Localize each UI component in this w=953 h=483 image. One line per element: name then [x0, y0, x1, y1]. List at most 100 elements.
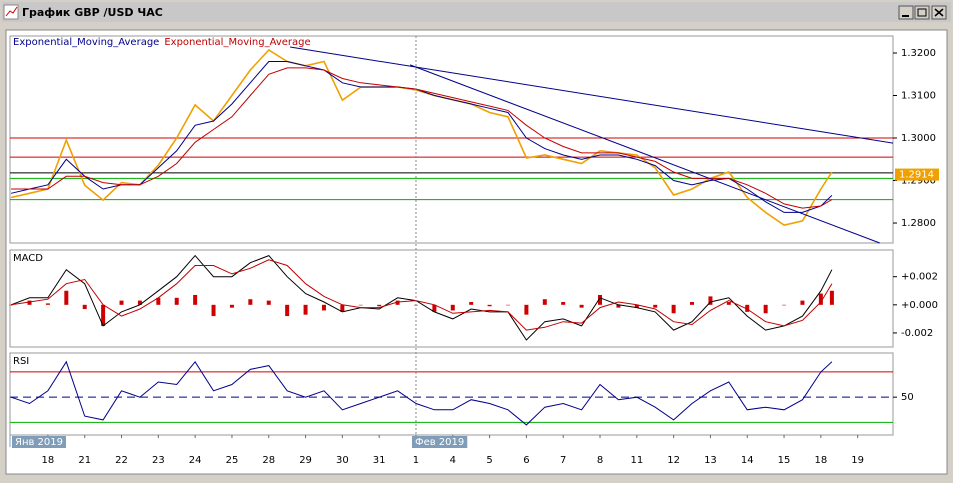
histogram-bar: [27, 300, 32, 305]
panel: [9, 35, 894, 244]
histogram-bar: [266, 300, 271, 305]
histogram-bar: [505, 304, 510, 306]
y-tick-label: +0.000: [901, 300, 938, 311]
histogram-bar: [561, 302, 566, 305]
histogram-bar: [432, 304, 437, 312]
x-tick-label: 19: [851, 455, 864, 466]
histogram-bar: [598, 294, 603, 305]
panel-title: MACD: [13, 253, 43, 264]
x-tick-label: 21: [78, 455, 91, 466]
histogram-bar: [248, 299, 253, 305]
histogram-bar: [358, 304, 363, 306]
histogram-bar: [9, 304, 14, 306]
histogram-bar: [193, 294, 198, 305]
maximize-glyph: [917, 8, 927, 17]
histogram-bar: [211, 304, 216, 317]
legend-entry: Exponential_Moving_Average: [13, 37, 159, 48]
y-tick-label: +0.002: [901, 272, 938, 283]
histogram-bar: [708, 296, 713, 305]
marker-label: Янв 2019: [15, 437, 63, 448]
histogram-bar: [285, 304, 290, 317]
histogram-bar: [487, 304, 492, 307]
last-price-label: 1.2914: [899, 170, 934, 181]
window-title: График GBP /USD ЧАС: [22, 6, 163, 19]
x-tick-label: 31: [373, 455, 386, 466]
minimize-button[interactable]: [898, 5, 914, 20]
histogram-bar: [690, 302, 695, 305]
x-tick-label: 13: [704, 455, 717, 466]
histogram-bar: [800, 300, 805, 305]
x-tick-label: 11: [630, 455, 643, 466]
x-tick-label: 14: [741, 455, 754, 466]
y-tick-label: 1.2800: [901, 218, 936, 229]
histogram-bar: [616, 304, 621, 308]
histogram-bar: [726, 302, 731, 305]
x-tick-label: 18: [42, 455, 55, 466]
x-tick-label: 1: [413, 455, 419, 466]
x-tick-label: 22: [115, 455, 128, 466]
trend-line: [409, 64, 880, 244]
histogram-bar: [829, 290, 834, 305]
histogram-bar: [763, 304, 768, 314]
y-tick-label: 1.2900: [901, 176, 936, 187]
histogram-bar: [377, 304, 382, 307]
series-line: [10, 254, 833, 341]
x-tick-label: 5: [486, 455, 492, 466]
series-line: [10, 360, 833, 426]
close-glyph: [934, 8, 944, 17]
series-line: [11, 67, 833, 209]
histogram-bar: [64, 290, 69, 305]
x-tick-label: 29: [299, 455, 312, 466]
histogram-bar: [524, 304, 529, 315]
histogram-bar: [634, 304, 639, 308]
last-price-box: [895, 168, 939, 181]
marker-label: Фев 2019: [415, 437, 464, 448]
histogram-bar: [303, 304, 308, 315]
x-tick-label: 15: [778, 455, 791, 466]
title-bar: [2, 2, 951, 22]
y-tick-label: 1.3200: [901, 48, 936, 59]
histogram-bar: [745, 304, 750, 312]
x-tick-label: 30: [336, 455, 349, 466]
y-tick-label: 1.3000: [901, 133, 936, 144]
panel-title: RSI: [13, 356, 29, 367]
histogram-bar: [137, 300, 142, 305]
panel: [9, 352, 894, 436]
series-line: [11, 259, 833, 331]
histogram-bar: [340, 304, 345, 312]
histogram-bar: [156, 297, 161, 305]
histogram-bar: [469, 302, 474, 305]
histogram-bar: [450, 304, 455, 311]
histogram-bar: [45, 303, 50, 305]
x-tick-label: 18: [814, 455, 827, 466]
histogram-bar: [542, 299, 547, 305]
y-tick-label: 1.3100: [901, 91, 936, 102]
series-line: [10, 61, 833, 213]
histogram-bar: [101, 304, 106, 326]
x-tick-label: 7: [560, 455, 566, 466]
x-tick-label: 12: [667, 455, 680, 466]
x-tick-label: 4: [450, 455, 456, 466]
x-tick-label: 8: [597, 455, 603, 466]
histogram-bar: [579, 304, 584, 308]
window-icon-glyph: [5, 6, 18, 17]
x-tick-label: 24: [189, 455, 202, 466]
trend-line: [290, 46, 894, 144]
x-tick-label: 25: [226, 455, 239, 466]
histogram-bar: [671, 304, 676, 314]
histogram-bar: [119, 300, 124, 305]
maximize-button[interactable]: [914, 5, 930, 20]
histogram-bar: [321, 304, 326, 311]
y-tick-label: 50: [901, 392, 914, 403]
x-tick-label: 23: [152, 455, 165, 466]
legend-entry: Exponential_Moving_Average: [164, 37, 310, 48]
y-tick-label: -0.002: [901, 328, 933, 339]
x-tick-label: 6: [523, 455, 529, 466]
marker-box: [411, 436, 468, 448]
histogram-bar: [174, 297, 179, 305]
histogram-bar: [782, 304, 787, 306]
histogram-bar: [82, 304, 87, 310]
histogram-bar: [653, 304, 658, 308]
